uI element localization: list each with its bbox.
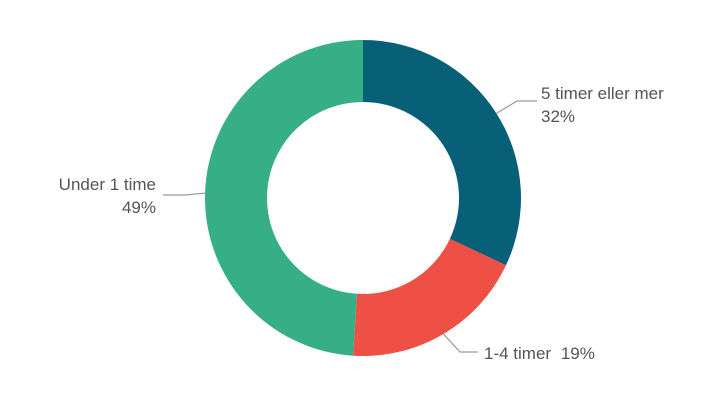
slice-5-timer-eller-mer xyxy=(363,40,521,266)
slice-label-1-4-timer: 1-4 timer 19% xyxy=(484,344,595,363)
slice-1-4-timer xyxy=(353,238,506,357)
slice-under-1-time xyxy=(204,40,363,356)
slice-value-5-timer: 32% xyxy=(541,107,575,126)
leader-line-under-1-time xyxy=(163,192,206,196)
slice-value-under-1-time: 49% xyxy=(122,198,156,217)
leader-lines-group xyxy=(163,100,537,353)
slice-label-under-1-time: Under 1 time xyxy=(59,175,156,194)
leader-line-5-timer-eller-mer xyxy=(496,100,537,114)
slice-label-5-timer: 5 timer eller mer xyxy=(541,84,664,103)
leader-line-1-4-timer xyxy=(442,333,478,353)
slice-value-1-4-timer: 19% xyxy=(561,344,595,363)
slice-label-1-4-timer-name: 1-4 timer xyxy=(484,344,551,363)
slices-group xyxy=(204,40,521,357)
